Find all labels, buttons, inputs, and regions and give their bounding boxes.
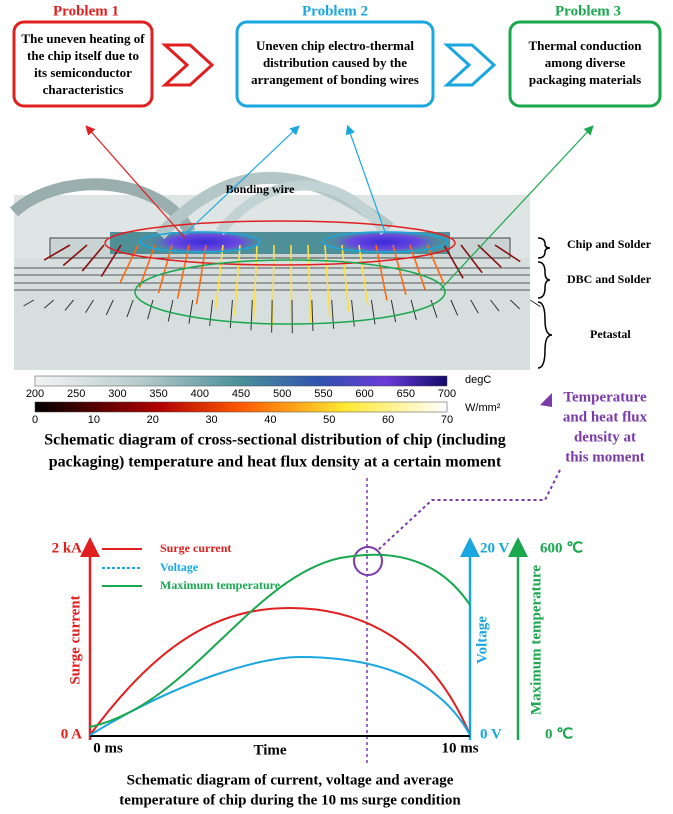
caption: Schematic diagram of current, voltage an…: [127, 772, 454, 788]
flux-arrow: [291, 245, 292, 328]
colorbar-tick-label: 0: [32, 414, 38, 426]
colorbar-unit: W/mm²: [465, 402, 501, 414]
axis-top-label: 20 V: [480, 540, 509, 556]
layer-label: DBC and Solder: [567, 272, 652, 286]
problem-text: distribution caused by the: [263, 55, 407, 70]
diagram: Problem 1 The uneven heating of the chip…: [0, 0, 673, 814]
colorbar-tick-label: 400: [191, 388, 209, 400]
x-start-label: 0 ms: [93, 740, 123, 756]
callout-text: Temperature: [563, 389, 647, 405]
caption: temperature of chip during the 10 ms sur…: [119, 792, 461, 808]
chevron: [165, 45, 212, 85]
brace: [538, 238, 550, 258]
colorbar-tick-label: 500: [273, 388, 291, 400]
brace: [538, 262, 550, 298]
problem-text: arrangement of bonding wires: [251, 72, 419, 87]
legend-label: Surge current: [160, 541, 231, 555]
colorbar-tick-label: 200: [26, 388, 44, 400]
axis-bottom-label: 0 A: [61, 726, 82, 742]
axis-title: Maximum temperature: [528, 565, 544, 715]
colorbar-tick-label: 300: [108, 388, 126, 400]
problem-text: Uneven chip electro-thermal: [256, 38, 414, 53]
axis-top-label: 600 ℃: [540, 540, 583, 556]
colorbar-tick-label: 10: [88, 414, 100, 426]
legend-label: Maximum temperature: [160, 578, 281, 592]
problem-title: Problem 2: [302, 3, 368, 19]
x-end-label: 10 ms: [441, 740, 478, 756]
highlight-circle: [354, 547, 382, 575]
callout-text: density at: [574, 429, 636, 445]
problem-text: packaging materials: [529, 72, 641, 87]
colorbar-tick-label: 550: [314, 388, 332, 400]
colorbar-tick-label: 30: [205, 414, 217, 426]
callout-text: and heat flux: [563, 409, 648, 425]
legend-label: Voltage: [160, 560, 199, 574]
colorbar-tick-label: 70: [441, 414, 453, 426]
caption: packaging) temperature and heat flux den…: [49, 454, 502, 471]
colorbar-unit: degC: [465, 374, 491, 386]
callout-arrow: [540, 393, 552, 407]
problem-title: Problem 1: [53, 3, 119, 19]
axis-title: Surge current: [67, 595, 83, 684]
problem-text: among diverse: [545, 55, 626, 70]
colorbar-tick-label: 60: [382, 414, 394, 426]
callout-link: [378, 470, 560, 550]
problem-text: characteristics: [43, 82, 124, 97]
colorbar-tick-label: 600: [355, 388, 373, 400]
problem-text: the chip itself due to: [27, 48, 139, 63]
current-curve: [90, 608, 470, 735]
axis-bottom-label: 0 ℃: [545, 726, 573, 742]
flux-arrow: [530, 300, 540, 307]
cross-section: [14, 178, 530, 370]
problem-text: its semiconductor: [34, 65, 132, 80]
layer-label: Petastal: [590, 327, 631, 341]
colorbar-tick-label: 20: [147, 414, 159, 426]
colorbar-tick-label: 650: [397, 388, 415, 400]
colorbar-tick-label: 350: [149, 388, 167, 400]
callout-text: this moment: [565, 449, 645, 465]
heat-flux-colorbar: [35, 402, 447, 412]
axis-bottom-label: 0 V: [480, 726, 502, 742]
bonding-wire-label: Bonding wire: [226, 182, 295, 196]
caption: Schematic diagram of cross-sectional dis…: [44, 432, 506, 449]
colorbar-tick-label: 40: [264, 414, 276, 426]
x-title: Time: [253, 742, 286, 758]
problem-title: Problem 3: [555, 3, 621, 19]
colorbar-tick-label: 700: [438, 388, 456, 400]
colorbar-tick-label: 50: [323, 414, 335, 426]
colorbar-tick-label: 250: [67, 388, 85, 400]
layer-label: Chip and Solder: [567, 237, 652, 251]
temperature-colorbar: [35, 376, 447, 386]
chevron: [447, 45, 494, 85]
axis-top-label: 2 kA: [52, 540, 83, 556]
axis-title: Voltage: [474, 616, 490, 664]
problem-text: The uneven heating of: [21, 31, 145, 46]
problem-text: Thermal conduction: [528, 38, 642, 53]
colorbar-tick-label: 450: [232, 388, 250, 400]
brace: [538, 302, 552, 368]
flux-arrow: [272, 300, 273, 333]
